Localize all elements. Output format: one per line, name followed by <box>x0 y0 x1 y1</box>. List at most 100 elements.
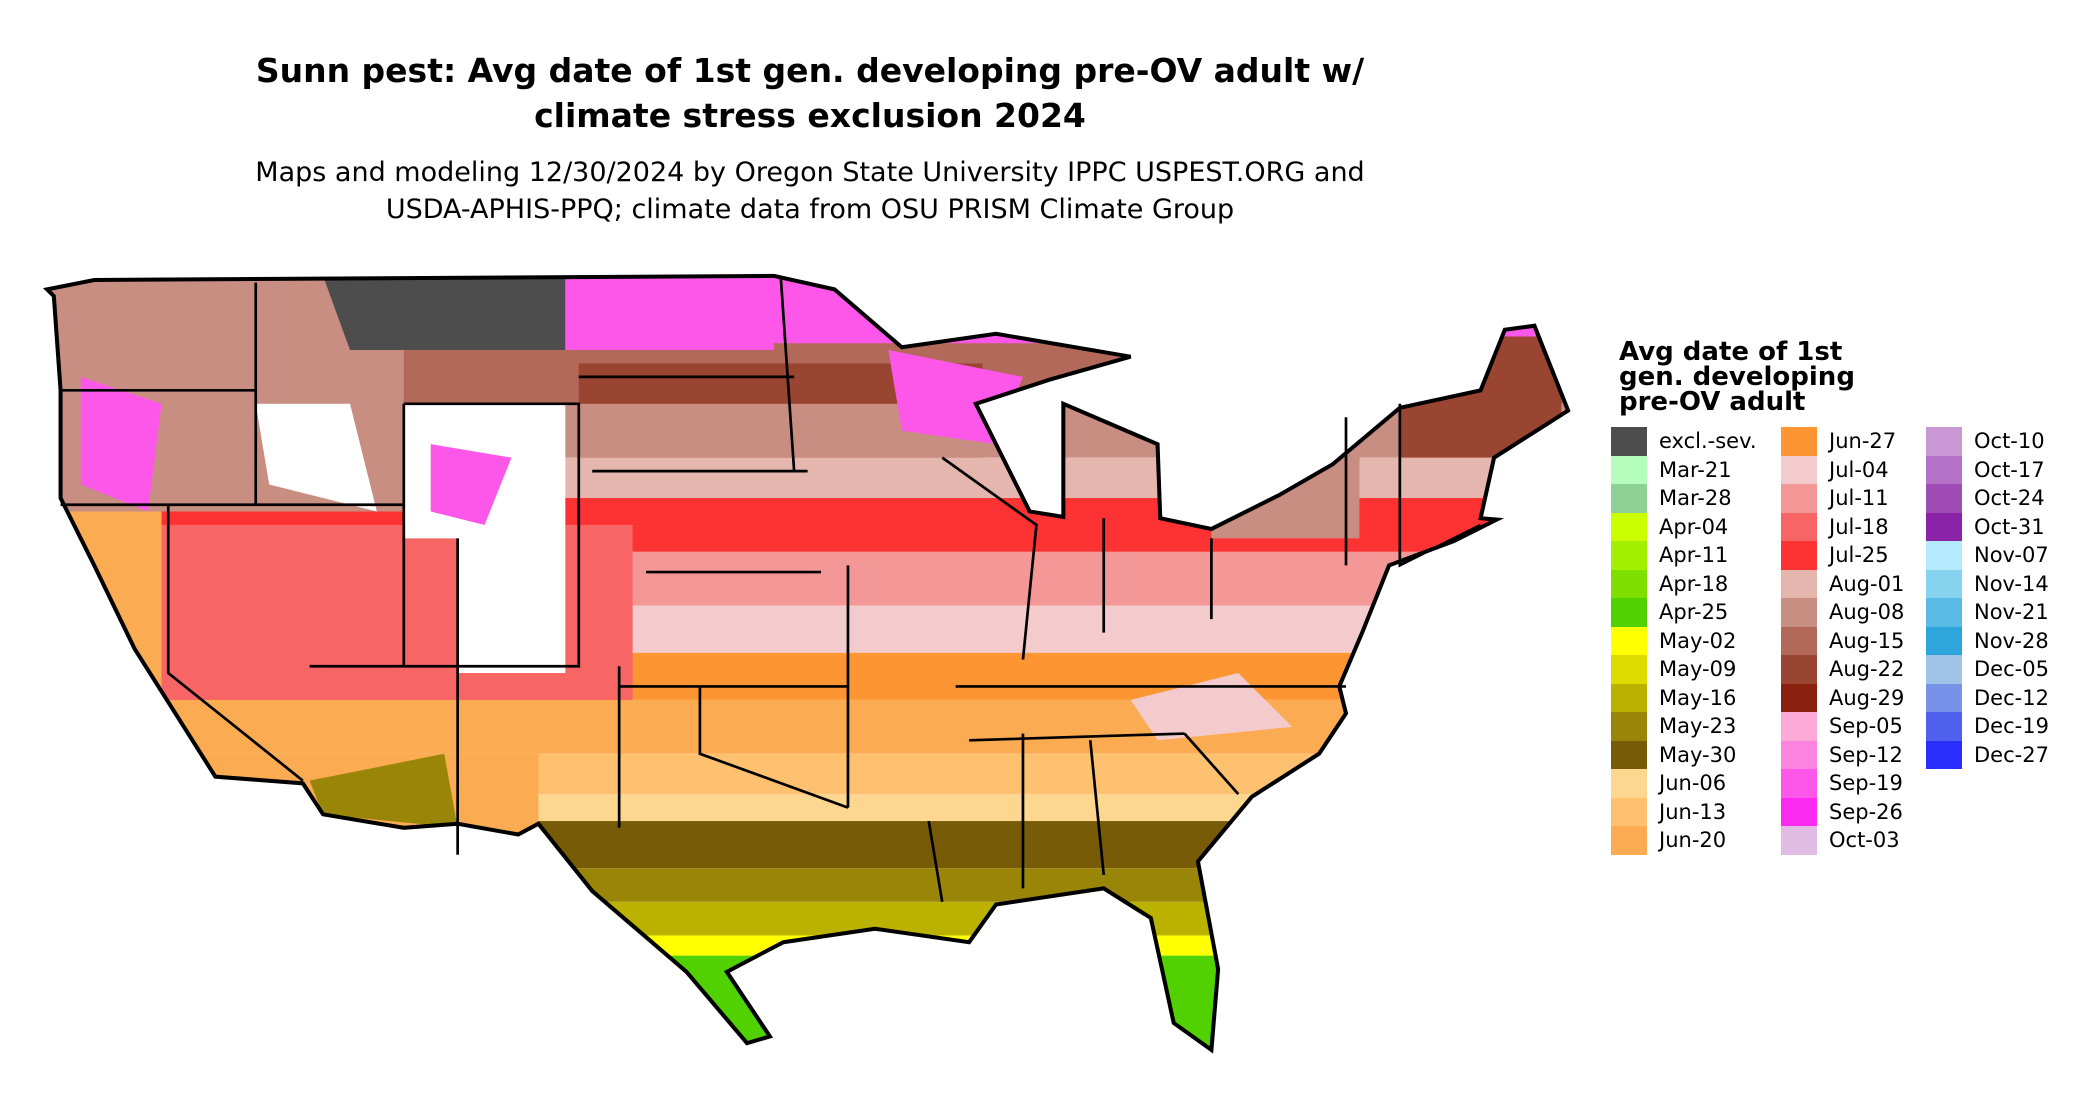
legend-label: Sep-12 <box>1829 742 1903 767</box>
legend-swatch <box>1611 797 1647 826</box>
legend-swatch <box>1926 626 1962 655</box>
legend-label: Apr-04 <box>1659 514 1729 539</box>
legend-swatch <box>1926 683 1962 712</box>
legend-swatch <box>1781 484 1817 513</box>
legend-item: Sep-05 <box>1781 712 1903 741</box>
legend-item: Aug-29 <box>1781 683 1905 712</box>
legend-item: Mar-21 <box>1611 455 1732 484</box>
legend-swatch <box>1611 826 1647 855</box>
legend-swatch <box>1781 512 1817 541</box>
legend-swatch <box>1926 541 1962 570</box>
legend-item: Jun-27 <box>1781 427 1896 456</box>
map-title-line1: Sunn pest: Avg date of 1st gen. developi… <box>255 51 1365 90</box>
legend-label: Jul-11 <box>1829 486 1889 511</box>
legend-item: Dec-12 <box>1926 683 2049 712</box>
legend-item: Oct-10 <box>1926 427 2045 456</box>
legend-item: Nov-07 <box>1926 541 2049 570</box>
legend-swatch <box>1926 569 1962 598</box>
legend-swatch <box>1926 740 1962 769</box>
legend-label: Oct-10 <box>1974 429 2045 454</box>
legend-item: Jul-11 <box>1781 484 1889 513</box>
legend-label: Oct-17 <box>1974 457 2045 482</box>
legend-item: May-02 <box>1611 626 1737 655</box>
legend-label: Apr-11 <box>1659 543 1729 568</box>
legend-swatch <box>1611 712 1647 741</box>
legend-item: Apr-25 <box>1611 598 1728 627</box>
legend-item: Nov-21 <box>1926 598 2049 627</box>
map-subtitle-line1: Maps and modeling 12/30/2024 by Oregon S… <box>255 157 1365 188</box>
legend-swatch <box>1781 626 1817 655</box>
legend-swatch <box>1926 427 1962 456</box>
legend-swatch <box>1611 569 1647 598</box>
legend-swatch <box>1926 512 1962 541</box>
legend-swatch <box>1611 598 1647 627</box>
legend-swatch <box>1611 655 1647 684</box>
legend-swatch <box>1926 655 1962 684</box>
legend-swatch <box>1781 598 1817 627</box>
legend-swatch <box>1781 740 1817 769</box>
legend-label: Dec-27 <box>1974 742 2049 767</box>
legend-item: Aug-22 <box>1781 655 1904 684</box>
legend-label: Nov-21 <box>1974 600 2049 625</box>
legend-item: Dec-05 <box>1926 655 2049 684</box>
legend-item: Sep-19 <box>1781 769 1903 798</box>
legend-swatch <box>1611 740 1647 769</box>
legend-title: Avg date of 1st gen. developing pre-OV a… <box>1619 337 1855 415</box>
legend-item: May-09 <box>1611 655 1736 684</box>
legend-label: Sep-26 <box>1829 799 1903 824</box>
legend-label: May-23 <box>1659 714 1737 739</box>
legend-swatch <box>1781 455 1817 484</box>
legend-label: Jun-27 <box>1829 429 1897 454</box>
legend-swatch <box>1611 427 1647 456</box>
legend-label: Dec-12 <box>1974 685 2049 710</box>
legend-label: excl.-sev. <box>1659 429 1757 454</box>
legend-label: May-09 <box>1659 657 1737 682</box>
legend-swatch <box>1926 598 1962 627</box>
map-title: Sunn pest: Avg date of 1st gen. developi… <box>0 48 1620 138</box>
legend-label: May-02 <box>1659 628 1737 653</box>
legend-label: Mar-28 <box>1659 486 1732 511</box>
phenology-raster <box>47 275 1569 1050</box>
legend-swatch <box>1611 455 1647 484</box>
legend-label: Dec-05 <box>1974 657 2049 682</box>
legend-label: Apr-25 <box>1659 600 1729 625</box>
legend-label: Nov-14 <box>1974 571 2049 596</box>
map-title-line2: climate stress exclusion 2024 <box>534 96 1086 135</box>
state-boundaries <box>60 275 1482 903</box>
legend-item: Apr-11 <box>1611 541 1728 570</box>
legend-item: Dec-27 <box>1926 740 2049 769</box>
legend-swatch <box>1781 826 1817 855</box>
legend-swatch <box>1611 541 1647 570</box>
legend-item: excl.-sev. <box>1611 427 1757 456</box>
legend-item: Aug-08 <box>1781 598 1904 627</box>
legend-label: Sep-05 <box>1829 714 1903 739</box>
legend-item: Sep-26 <box>1781 797 1903 826</box>
map-subtitle: Maps and modeling 12/30/2024 by Oregon S… <box>0 154 1620 228</box>
legend-label: Aug-08 <box>1829 600 1905 625</box>
legend-item: Jul-25 <box>1781 541 1889 570</box>
legend-item: Jun-06 <box>1611 769 1726 798</box>
legend-item: Oct-17 <box>1926 455 2045 484</box>
map-subtitle-line2: USDA-APHIS-PPQ; climate data from OSU PR… <box>385 194 1235 225</box>
legend-item: Aug-15 <box>1781 626 1905 655</box>
legend-item: Nov-28 <box>1926 626 2049 655</box>
legend-swatch <box>1611 512 1647 541</box>
legend-swatch <box>1611 769 1647 798</box>
legend-swatch <box>1781 569 1817 598</box>
legend-swatch <box>1926 484 1962 513</box>
legend-item: Oct-31 <box>1926 512 2045 541</box>
legend-label: Aug-15 <box>1829 628 1905 653</box>
legend-label: Jul-04 <box>1829 457 1889 482</box>
legend-item: Jun-13 <box>1611 797 1726 826</box>
legend-swatch <box>1781 541 1817 570</box>
legend-label: May-16 <box>1659 685 1737 710</box>
legend-label: Aug-29 <box>1829 685 1905 710</box>
legend-title-line1: Avg date of 1st <box>1619 337 1843 367</box>
legend-item: Dec-19 <box>1926 712 2049 741</box>
legend-item: Jul-18 <box>1781 512 1889 541</box>
legend-item: Aug-01 <box>1781 569 1904 598</box>
legend-swatch <box>1781 427 1817 456</box>
legend-swatch <box>1781 712 1817 741</box>
legend-label: Jul-18 <box>1829 514 1889 539</box>
